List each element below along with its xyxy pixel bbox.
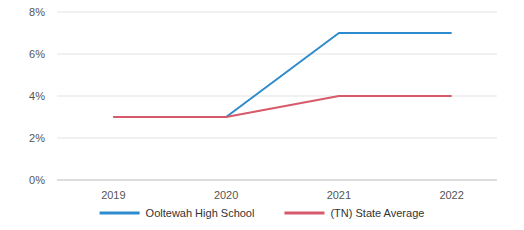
legend-label: (TN) State Average: [330, 207, 424, 219]
grid-line: [57, 54, 497, 55]
plot-area: [113, 33, 451, 117]
x-tick-label: 2021: [327, 189, 351, 201]
y-tick-label: 0%: [29, 174, 45, 186]
legend: Ooltewah High School (TN) State Average: [100, 207, 425, 219]
grid-line: [57, 180, 497, 181]
x-tick-label: 2020: [214, 189, 238, 201]
y-tick-label: 2%: [29, 132, 45, 144]
y-tick-label: 6%: [29, 48, 45, 60]
legend-swatch: [284, 212, 324, 215]
series-line: [113, 33, 451, 117]
series-line: [113, 96, 451, 117]
grid-line: [57, 12, 497, 13]
x-tick-label: 2022: [439, 189, 463, 201]
chart: 0% 2% 4% 6% 8% 2019 2020 2021 2022 Ooltewah High …: [0, 0, 524, 230]
grid-line: [57, 138, 497, 139]
legend-label: Ooltewah High School: [146, 207, 255, 219]
x-tick-label: 2019: [101, 189, 125, 201]
y-tick-label: 8%: [29, 6, 45, 18]
legend-swatch: [100, 212, 140, 215]
y-tick-label: 4%: [29, 90, 45, 102]
